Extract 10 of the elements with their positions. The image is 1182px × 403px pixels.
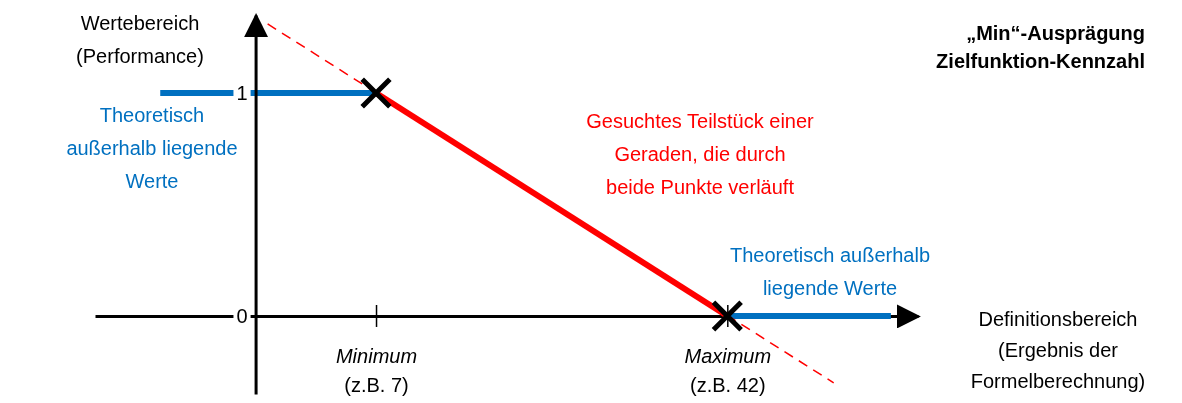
x-tick-label: Maximum (z.B. 42) bbox=[684, 344, 772, 396]
annotation: Gesuchtes Teilstück einer Geraden, die durch beide Punkte verläuft bbox=[586, 110, 815, 198]
annotation: Theoretisch außerhalb liegende Werte bbox=[729, 244, 931, 299]
x-axis-title: Definitionsbereich (Ergebnis der Formelberechnung) bbox=[970, 308, 1146, 392]
x-tick-label: Minimum (z.B. 7) bbox=[335, 344, 418, 396]
text: „Min“-Ausprägung Zielfunktion-Kennzahl bbox=[936, 22, 1145, 72]
y-tick-label: 1 bbox=[236, 81, 248, 104]
y-tick-label: 0 bbox=[236, 304, 248, 327]
y-axis-title: Wertebereich (Performance) bbox=[76, 12, 204, 67]
annotation: Theoretisch außerhalb liegende Werte bbox=[66, 104, 238, 192]
